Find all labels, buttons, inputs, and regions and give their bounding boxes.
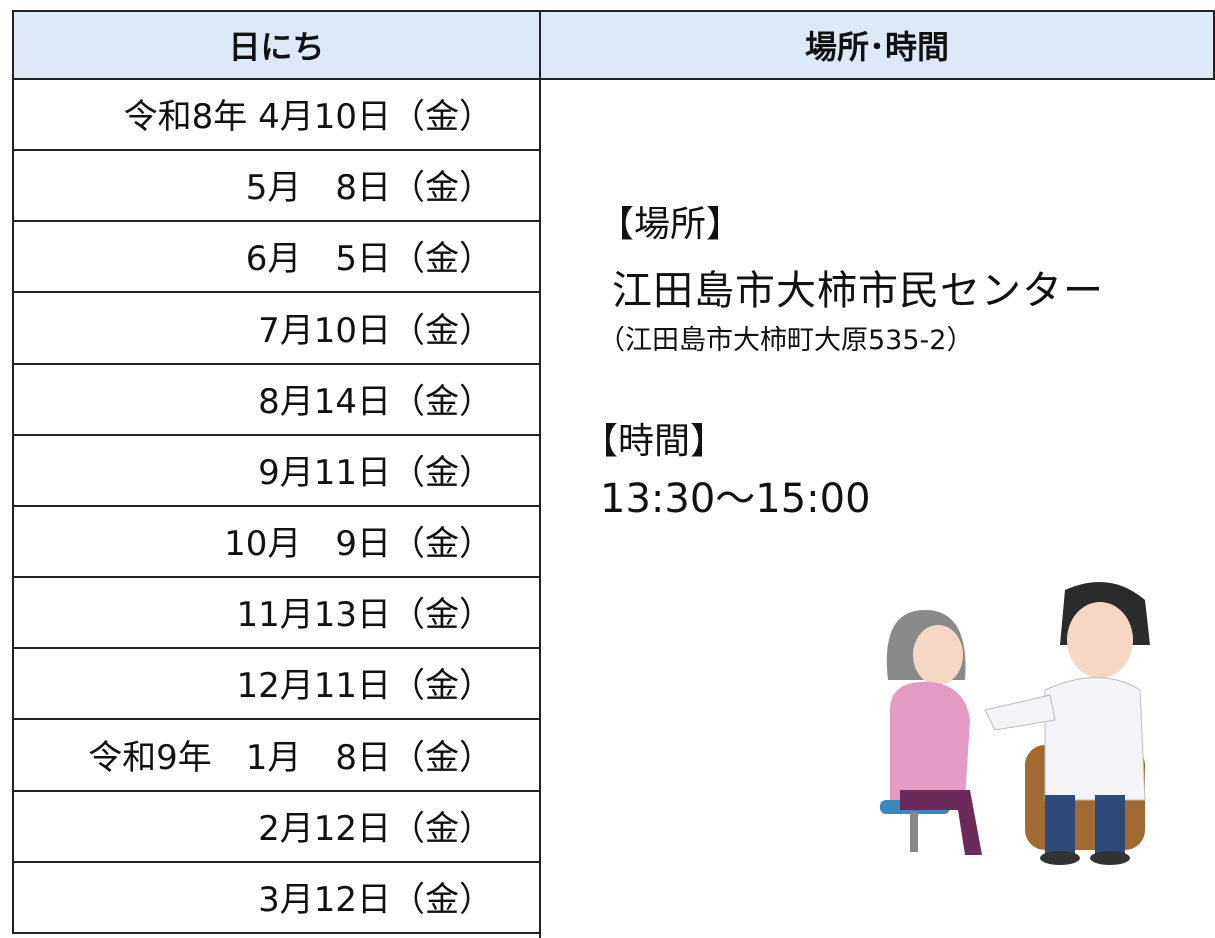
date-row: 7月10日（金）	[12, 291, 541, 365]
date-row: 3月12日（金）	[12, 860, 541, 934]
location-address: （江田島市大柿町大原535-2）	[598, 325, 974, 356]
date-row: 令和9年 1月 8日（金）	[12, 718, 541, 792]
date-row: 2月12日（金）	[12, 789, 541, 863]
date-row: 9月11日（金）	[12, 433, 541, 507]
date-row: 6月 5日（金）	[12, 220, 541, 294]
location-heading: 【場所】	[598, 204, 743, 245]
location-name: 江田島市大柿市民センター	[612, 268, 1104, 314]
time-heading: 【時間】	[582, 421, 727, 462]
time-hours: 13:30～15:00	[600, 476, 871, 522]
date-row: 5月 8日（金）	[12, 149, 541, 223]
date-row: 11月13日（金）	[12, 576, 541, 650]
date-row: 12月11日（金）	[12, 647, 541, 721]
date-row: 10月 9日（金）	[12, 505, 541, 579]
date-row: 8月14日（金）	[12, 362, 541, 436]
place-header: 場所･時間	[539, 10, 1215, 80]
date-header: 日にち	[12, 10, 541, 80]
date-row: 令和8年 4月10日（金）	[12, 78, 541, 152]
doctor-illustration	[880, 582, 1150, 865]
